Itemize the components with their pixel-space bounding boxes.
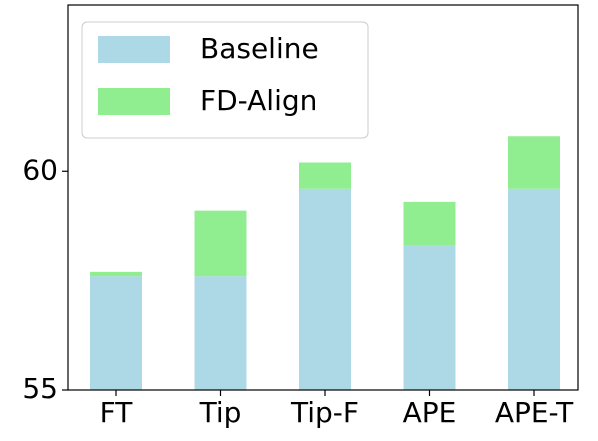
bar [90,271,142,277]
y-tick-label: 60 [22,153,58,186]
bar [508,188,560,390]
x-tick-label: FT [100,396,134,429]
bar [508,136,560,189]
legend-label: Baseline [200,32,319,65]
plot-frame [67,4,579,391]
bar [299,162,351,189]
x-tick-label: APE [403,396,457,429]
bar [194,210,247,277]
bar [299,188,351,390]
legend-swatch [98,88,170,115]
bar [403,201,456,246]
x-tick-label: Tip-F [290,396,359,429]
legend-label: FD-Align [200,84,317,117]
bar [403,245,456,390]
bar [90,276,142,390]
legend-swatch [98,36,170,63]
x-tick-label: APE-T [495,396,574,429]
bar [194,276,247,390]
y-tick-label: 55 [22,372,58,405]
x-tick-label: Tip [199,396,242,429]
